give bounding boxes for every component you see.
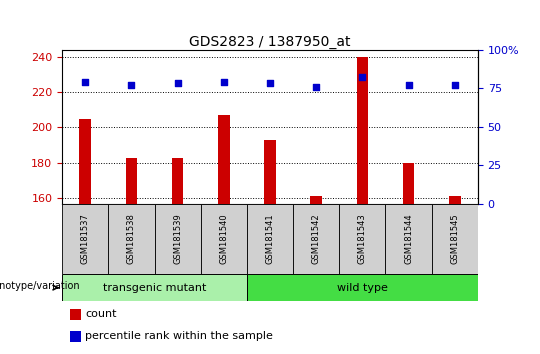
Bar xyxy=(339,204,386,274)
Point xyxy=(404,82,413,88)
Point xyxy=(219,79,228,85)
Bar xyxy=(356,57,368,204)
Bar xyxy=(62,204,109,274)
Text: count: count xyxy=(85,309,117,319)
Bar xyxy=(70,309,81,320)
Bar xyxy=(310,196,322,204)
Point xyxy=(173,81,182,86)
Bar xyxy=(172,158,184,204)
Bar xyxy=(201,204,247,274)
Title: GDS2823 / 1387950_at: GDS2823 / 1387950_at xyxy=(189,35,351,48)
Text: GSM181537: GSM181537 xyxy=(80,213,90,264)
Bar xyxy=(293,204,339,274)
Text: GSM181538: GSM181538 xyxy=(127,213,136,264)
Bar xyxy=(431,204,478,274)
Text: wild type: wild type xyxy=(337,282,388,293)
Text: GSM181539: GSM181539 xyxy=(173,213,182,264)
Text: GSM181543: GSM181543 xyxy=(358,213,367,264)
Bar xyxy=(79,119,91,204)
Point xyxy=(127,82,136,88)
Bar xyxy=(62,274,247,301)
Point xyxy=(81,79,90,85)
Text: GSM181542: GSM181542 xyxy=(312,213,321,264)
Text: transgenic mutant: transgenic mutant xyxy=(103,282,206,293)
Bar xyxy=(126,158,137,204)
Point xyxy=(358,74,367,80)
Text: genotype/variation: genotype/variation xyxy=(0,281,80,291)
Text: GSM181540: GSM181540 xyxy=(219,213,228,264)
Text: GSM181541: GSM181541 xyxy=(266,213,274,264)
Bar xyxy=(247,274,478,301)
Bar xyxy=(154,204,201,274)
Bar xyxy=(247,204,293,274)
Bar xyxy=(386,204,431,274)
Bar xyxy=(264,140,276,204)
Text: GSM181545: GSM181545 xyxy=(450,213,460,264)
Point xyxy=(450,82,459,88)
Bar xyxy=(109,204,154,274)
Text: GSM181544: GSM181544 xyxy=(404,213,413,264)
Bar xyxy=(218,115,230,204)
Bar xyxy=(449,196,461,204)
Text: percentile rank within the sample: percentile rank within the sample xyxy=(85,331,273,341)
Point xyxy=(312,84,321,89)
Bar xyxy=(403,163,414,204)
Bar xyxy=(70,331,81,342)
Point xyxy=(266,81,274,86)
